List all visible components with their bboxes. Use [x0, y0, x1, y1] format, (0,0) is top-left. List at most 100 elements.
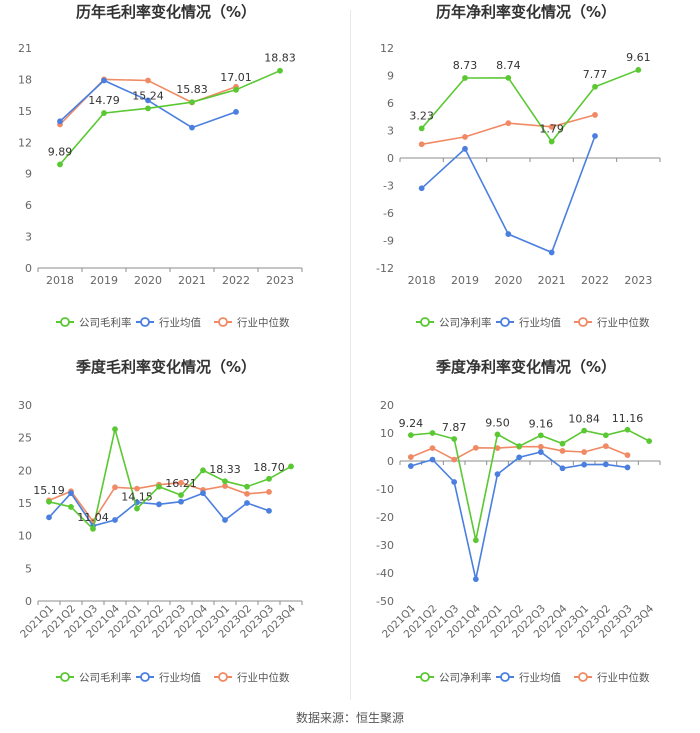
data-point	[112, 426, 118, 433]
y-tick-label: 0	[25, 262, 32, 275]
data-point	[288, 463, 294, 470]
data-point	[57, 118, 63, 125]
data-point	[592, 83, 598, 90]
legend-label: 行业均值	[159, 671, 201, 684]
data-label: 16.21	[165, 477, 197, 490]
chart-panel-1: 历年毛利率变化情况（%） 0 3 6 9 12 15 18 21 2018 2019 2020 2021…	[18, 3, 303, 329]
data-point	[602, 443, 609, 450]
data-point	[451, 456, 458, 463]
y-tick-label: 15	[18, 105, 32, 118]
chart-title: 季度净利率变化情况（%）	[436, 358, 616, 376]
x-tick-label: 2019	[451, 274, 479, 287]
y-tick-label: -6	[383, 207, 394, 220]
data-point	[266, 488, 272, 495]
x-tick-label: 2019	[90, 274, 118, 287]
data-point	[537, 449, 544, 455]
data-point	[244, 483, 250, 490]
data-point	[494, 471, 501, 478]
data-point	[418, 125, 425, 132]
data-point	[624, 452, 631, 459]
data-point	[635, 67, 642, 73]
data-label: 7.87	[442, 421, 467, 434]
data-label: 1.79	[539, 123, 564, 136]
chart-title: 历年毛利率变化情况（%）	[76, 3, 256, 21]
data-point	[222, 483, 228, 489]
chart-panel-4: 季度净利率变化情况（%）-50-40-30-20-10010202021Q120…	[376, 358, 661, 684]
y-tick-label: 15	[18, 497, 32, 510]
data-point	[90, 525, 96, 532]
data-point	[602, 461, 609, 468]
y-tick-label: -12	[376, 262, 394, 275]
legend-swatch-marker	[500, 317, 510, 327]
data-point	[559, 448, 566, 454]
data-label: 15.19	[33, 484, 65, 497]
data-point	[112, 517, 118, 523]
data-point	[429, 430, 436, 436]
y-tick-label: 6	[387, 97, 394, 110]
data-point	[68, 504, 74, 510]
data-point	[222, 478, 228, 485]
legend-label: 行业中位数	[597, 316, 650, 329]
data-label: 14.15	[121, 491, 153, 504]
data-point	[200, 467, 206, 474]
data-point	[266, 475, 272, 482]
y-tick-label: -20	[376, 511, 394, 524]
y-tick-label: 25	[18, 432, 32, 445]
legend-label: 行业中位数	[237, 316, 290, 329]
data-point	[602, 432, 609, 439]
data-point	[548, 123, 555, 130]
data-point	[407, 432, 414, 439]
y-tick-label: -10	[376, 483, 394, 496]
legend-swatch-marker	[218, 317, 228, 327]
series-line	[59, 69, 281, 165]
data-point	[548, 249, 555, 256]
data-point	[418, 141, 425, 148]
data-point	[559, 440, 566, 447]
data-label: 8.74	[496, 59, 521, 72]
data-point	[156, 501, 162, 508]
legend-label: 行业中位数	[597, 671, 650, 684]
data-point	[624, 464, 631, 471]
data-point	[112, 484, 118, 491]
data-point	[244, 500, 250, 506]
y-tick-label: 10	[380, 427, 394, 440]
chart-title: 历年净利率变化情况（%）	[436, 3, 616, 21]
series-line	[410, 428, 650, 541]
x-tick-label: 2021	[178, 274, 206, 287]
y-tick-label: 30	[18, 399, 32, 412]
data-point	[233, 109, 239, 115]
data-point	[156, 483, 162, 490]
data-point	[178, 498, 184, 505]
data-point	[68, 490, 74, 497]
data-point	[429, 456, 436, 463]
data-point	[581, 449, 588, 455]
data-point	[581, 461, 588, 468]
data-source-note: 数据来源：恒生聚源	[295, 711, 404, 725]
legend-swatch-marker	[420, 317, 430, 327]
data-point	[494, 431, 501, 438]
y-tick-label: 0	[387, 152, 394, 165]
data-label: 18.33	[209, 463, 241, 476]
series-line	[59, 79, 237, 129]
y-tick-label: 5	[25, 562, 32, 575]
data-point	[472, 444, 479, 451]
data-label: 15.83	[176, 83, 208, 96]
data-label: 18.70	[253, 461, 285, 474]
y-tick-label: -40	[376, 567, 394, 580]
data-point	[145, 105, 151, 112]
legend-label: 行业中位数	[237, 671, 290, 684]
data-point	[178, 492, 184, 498]
y-tick-label: -50	[376, 595, 394, 608]
chart-panel-2: 历年净利率变化情况（%） -12 -9 -6 -3 0 3 6 9 12 2018 2019 2020 2…	[376, 3, 661, 329]
y-tick-label: 20	[18, 464, 32, 477]
legend-label: 公司净利率	[439, 671, 492, 684]
legend-label: 公司毛利率	[79, 671, 132, 684]
data-point	[244, 490, 250, 497]
data-point	[505, 231, 512, 237]
data-label: 3.23	[409, 109, 434, 122]
data-point	[233, 86, 239, 93]
data-point	[101, 110, 107, 116]
y-tick-label: 21	[18, 42, 32, 55]
legend-swatch-marker	[60, 317, 70, 327]
series-line	[421, 69, 639, 143]
